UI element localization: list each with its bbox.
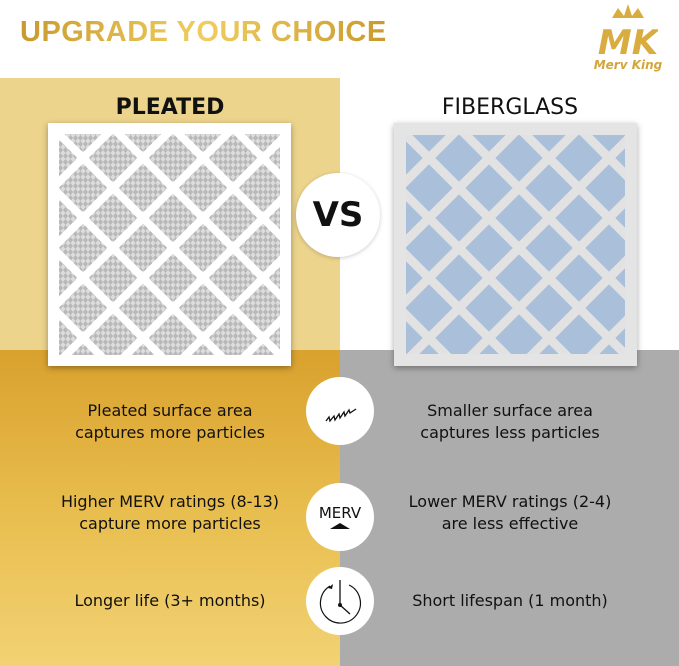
fiberglass-features-panel xyxy=(340,350,679,666)
crown-icon: MK xyxy=(598,4,661,63)
svg-text:MK: MK xyxy=(598,23,658,58)
logo-brand-text: Merv King xyxy=(593,58,663,72)
merv-rating-icon: MERV xyxy=(306,483,374,551)
clock-icon xyxy=(306,567,374,635)
pleated-filter-image xyxy=(47,122,292,367)
zigzag-pleat-icon xyxy=(306,377,374,445)
merv-king-logo: MK Merv King xyxy=(583,2,673,72)
pleated-feature-3: Longer life (3+ months) xyxy=(74,591,266,610)
pleated-feature-2: Higher MERV ratings (8-13) capture more … xyxy=(60,492,280,533)
fiberglass-heading: FIBERGLASS xyxy=(441,95,579,120)
vs-badge: VS xyxy=(296,173,380,257)
fiberglass-feature-1: Smaller surface area captures less parti… xyxy=(420,401,600,442)
pleated-heading: PLEATED xyxy=(115,95,225,120)
fiberglass-filter-image xyxy=(394,123,637,366)
fiberglass-feature-2: Lower MERV ratings (2-4) are less effect… xyxy=(408,492,612,533)
pleated-feature-1: Pleated surface area captures more parti… xyxy=(75,401,265,442)
page-title: UPGRADE YOUR CHOICE xyxy=(20,16,387,48)
fiberglass-feature-3: Short lifespan (1 month) xyxy=(412,591,608,610)
pleated-features-panel xyxy=(0,350,340,666)
merv-icon-label: MERV xyxy=(318,504,362,522)
